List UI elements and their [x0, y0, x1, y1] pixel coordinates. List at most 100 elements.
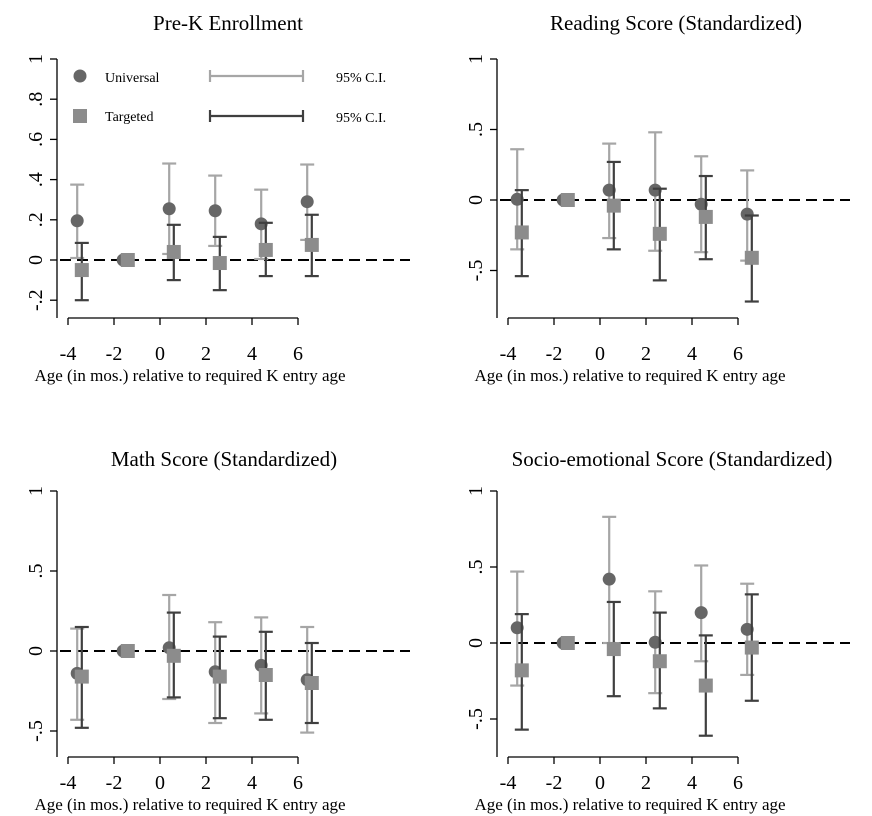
y-tick-sign: -: [25, 735, 47, 742]
x-tick-label: 0: [155, 772, 165, 794]
y-tick-number: .5: [465, 708, 487, 723]
y-tick-label: 0: [465, 638, 487, 648]
y-tick-number: .4: [25, 172, 47, 187]
y-tick-label: -.5: [465, 708, 487, 730]
targeted-point: [74, 669, 89, 684]
universal-point: [648, 183, 662, 197]
universal-point: [208, 204, 222, 218]
y-tick-label: .5: [25, 564, 47, 579]
x-tick-label: 6: [733, 772, 743, 794]
y-tick-number: .5: [25, 564, 47, 579]
targeted-point: [212, 256, 227, 271]
y-tick-number: .5: [465, 260, 487, 275]
y-tick-label: 0: [465, 195, 487, 205]
targeted-point: [514, 225, 529, 240]
x-tick-label: 0: [155, 343, 165, 365]
targeted-point: [212, 669, 227, 684]
x-tick-label: 2: [201, 343, 211, 365]
y-tick-label: 1: [25, 486, 47, 496]
targeted-point: [166, 648, 181, 663]
y-tick-number: 1: [25, 486, 47, 496]
targeted-point: [258, 668, 273, 682]
targeted-point: [304, 676, 319, 690]
x-tick-label: -2: [546, 343, 563, 365]
targeted-point: [606, 642, 621, 657]
y-tick-number: .8: [25, 92, 47, 107]
x-tick-label: 0: [595, 343, 605, 365]
targeted-point: [560, 636, 575, 650]
universal-point: [602, 572, 616, 586]
x-axis-label: Age (in mos.) relative to required K ent…: [474, 795, 785, 814]
y-tick-label: 1: [465, 486, 487, 496]
targeted-point: [652, 654, 667, 669]
targeted-point: [698, 678, 713, 693]
y-tick-number: .5: [465, 560, 487, 575]
y-tick-number: 0: [25, 255, 47, 265]
y-tick-label: 1: [25, 54, 47, 64]
y-tick-number: .6: [25, 132, 47, 147]
targeted-point: [304, 237, 319, 252]
x-tick-label: -4: [500, 343, 517, 365]
y-tick-label: 0: [25, 255, 47, 265]
targeted-point: [120, 644, 135, 658]
y-tick-number: 1: [465, 54, 487, 64]
x-tick-label: -4: [60, 343, 77, 365]
targeted-point: [744, 250, 759, 265]
universal-point: [602, 183, 616, 197]
chart-title: Math Score (Standardized): [111, 447, 337, 471]
chart-title: Reading Score (Standardized): [550, 11, 802, 35]
chart-panel: Pre-K Enrollment-.20.2.4.6.81-4 -2 0 2 4 6Age…: [25, 11, 410, 385]
legend-universal-label: Universal: [105, 71, 160, 86]
legend-targeted-label: Targeted: [105, 110, 154, 125]
universal-point: [162, 202, 176, 216]
y-tick-label: -.5: [465, 260, 487, 282]
x-tick-label: 4: [687, 772, 697, 794]
chart-title: Socio-emotional Score (Standardized): [512, 447, 833, 471]
y-tick-number: 1: [25, 54, 47, 64]
legend: Universal Targeted 95% C.I. 95% C.I.: [73, 69, 386, 126]
legend-universal-ci-label: 95% C.I.: [336, 71, 386, 86]
legend-targeted-marker: [73, 109, 87, 123]
y-tick-label: .5: [465, 560, 487, 575]
y-tick-label: .6: [25, 132, 47, 147]
universal-point: [694, 197, 708, 211]
targeted-point: [744, 640, 759, 655]
chart-title: Pre-K Enrollment: [153, 11, 303, 35]
universal-point: [70, 214, 84, 228]
universal-point: [300, 195, 314, 209]
x-axis-label: Age (in mos.) relative to required K ent…: [474, 366, 785, 385]
y-tick-number: 1: [465, 486, 487, 496]
x-tick-label: 4: [247, 343, 257, 365]
y-tick-number: 0: [25, 646, 47, 656]
y-tick-label: .5: [465, 122, 487, 137]
x-tick-label: -4: [500, 772, 517, 794]
y-tick-number: .5: [465, 122, 487, 137]
y-tick-sign: -: [465, 723, 487, 730]
y-tick-label: .2: [25, 212, 47, 227]
y-tick-number: .5: [25, 720, 47, 735]
x-tick-label: 2: [201, 772, 211, 794]
x-tick-label: 0: [595, 772, 605, 794]
targeted-point: [652, 226, 667, 241]
targeted-point: [74, 263, 89, 278]
y-tick-label: .8: [25, 92, 47, 107]
x-tick-label: -2: [106, 772, 123, 794]
legend-targeted-ci-label: 95% C.I.: [336, 111, 386, 126]
y-tick-sign: -: [465, 275, 487, 282]
y-tick-number: .2: [25, 212, 47, 227]
x-tick-label: -4: [60, 772, 77, 794]
legend-universal-marker: [73, 69, 87, 83]
y-tick-number: 0: [465, 638, 487, 648]
universal-point: [510, 192, 524, 206]
x-tick-label: 6: [733, 343, 743, 365]
y-tick-number: .2: [25, 289, 47, 304]
y-tick-label: -.5: [25, 720, 47, 742]
y-tick-number: 0: [465, 195, 487, 205]
targeted-point: [514, 663, 529, 678]
x-tick-label: 6: [293, 343, 303, 365]
x-tick-label: 2: [641, 343, 651, 365]
universal-point: [648, 635, 662, 649]
x-axis-label: Age (in mos.) relative to required K ent…: [34, 366, 345, 385]
x-tick-label: 2: [641, 772, 651, 794]
